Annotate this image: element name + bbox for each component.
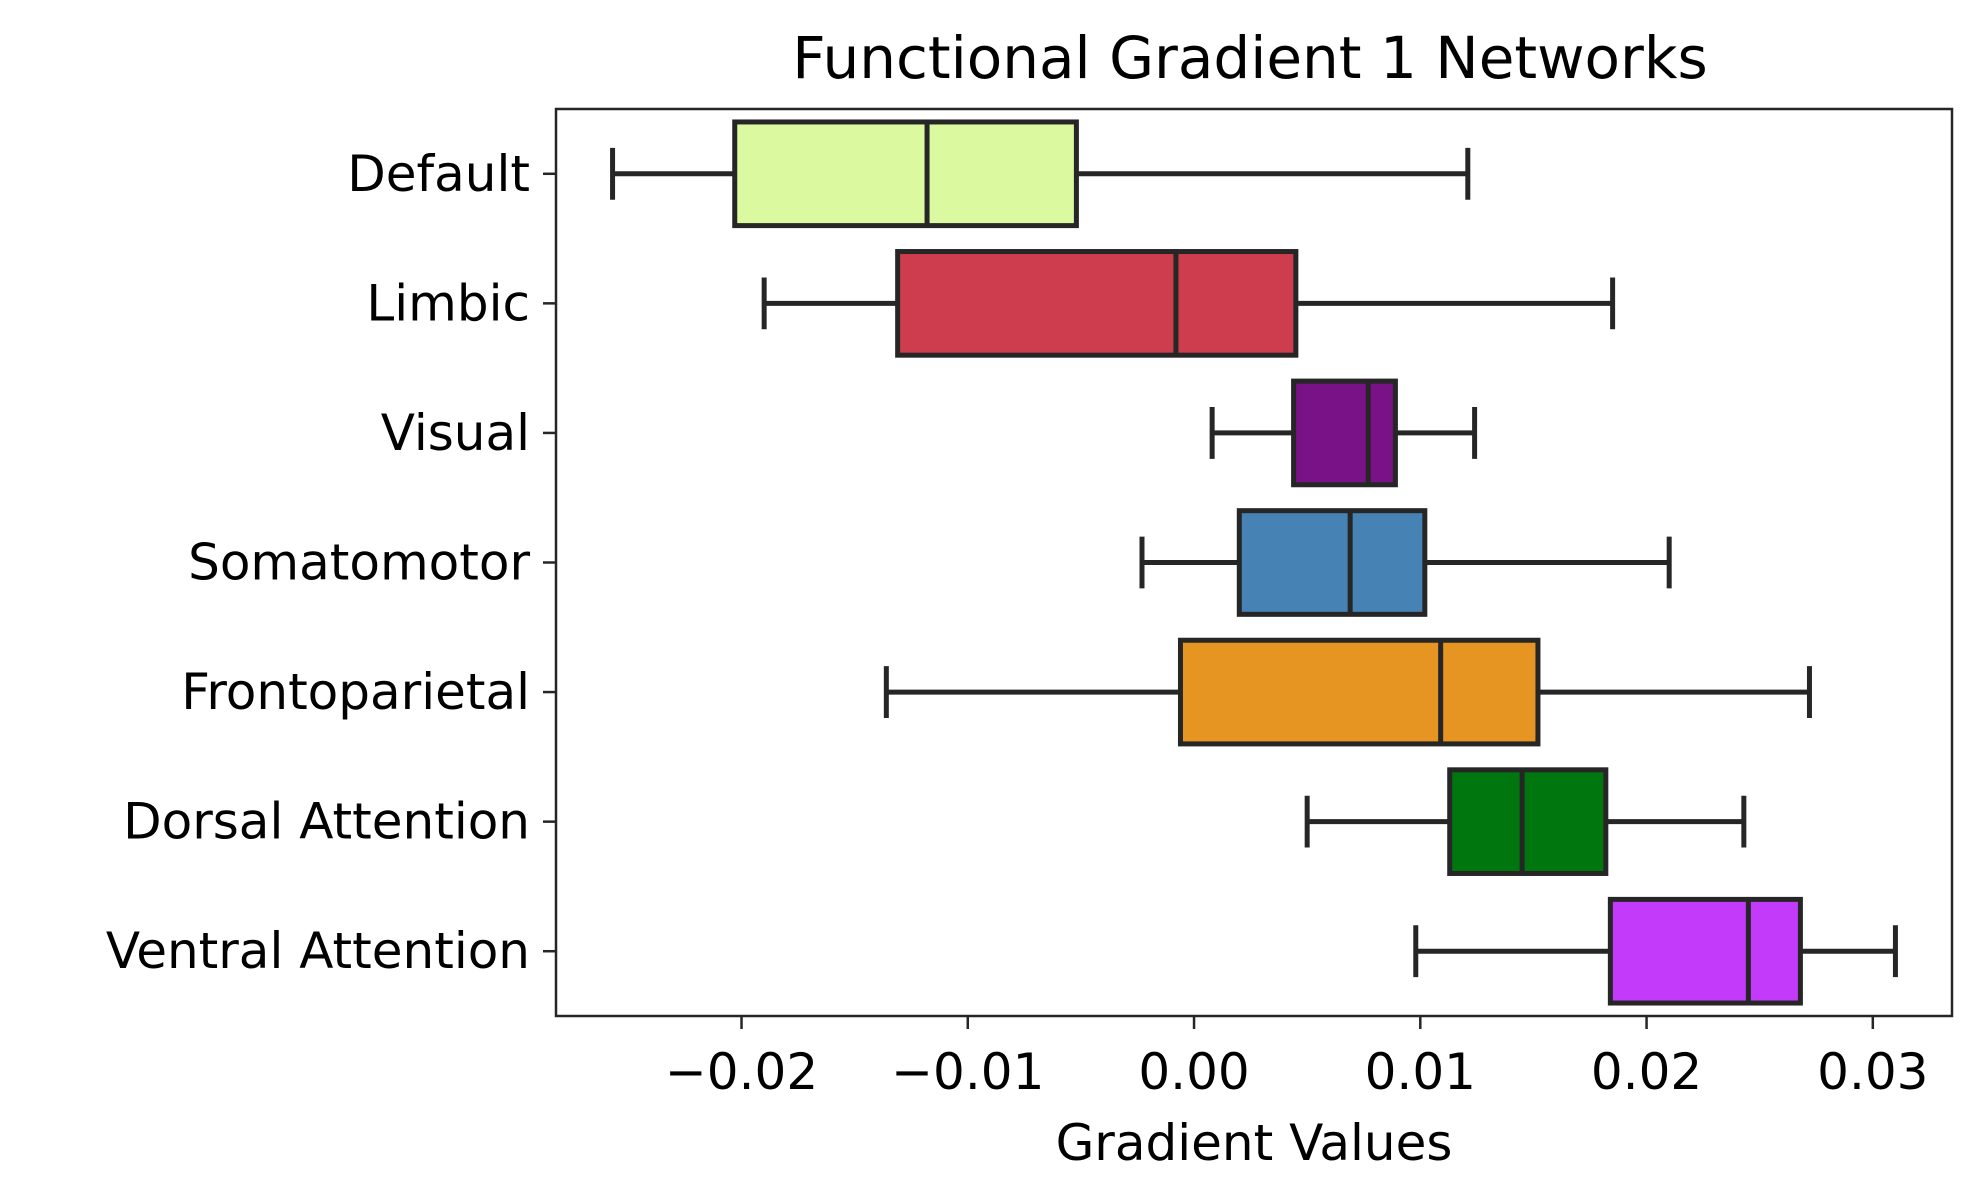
box-group-2 — [1209, 378, 1478, 488]
box-group-5 — [1304, 767, 1747, 876]
box-3 — [1236, 508, 1428, 617]
x-axis-label: Gradient Values — [1056, 1114, 1453, 1172]
chart-title: Functional Gradient 1 Networks — [792, 24, 1707, 92]
x-tick-label-4: 0.02 — [1591, 1043, 1702, 1101]
box-group-3 — [1139, 508, 1672, 617]
box-4 — [1177, 637, 1541, 747]
x-axis: −0.02 −0.01 0.00 0.01 0.02 0.03 — [665, 1016, 1928, 1101]
box-1 — [895, 249, 1299, 358]
box-group-4 — [883, 637, 1812, 747]
x-tick-label-5: 0.03 — [1817, 1043, 1928, 1101]
box-6 — [1607, 896, 1803, 1006]
box-5 — [1447, 767, 1609, 876]
y-tick-label-5: Dorsal Attention — [123, 793, 530, 851]
y-tick-label-1: Limbic — [366, 274, 530, 332]
y-tick-label-6: Ventral Attention — [106, 922, 530, 980]
box-0 — [732, 119, 1079, 229]
box-group-1 — [761, 249, 1616, 358]
box-group-6 — [1413, 896, 1898, 1006]
box-2 — [1291, 378, 1398, 488]
x-tick-label-0: −0.02 — [665, 1043, 818, 1101]
y-tick-label-2: Visual — [381, 404, 530, 462]
y-axis: Default Limbic Visual Somatomotor Frontopari… — [106, 145, 556, 980]
y-tick-label-3: Somatomotor — [188, 534, 530, 592]
box-group-0 — [610, 119, 1471, 229]
x-tick-label-3: 0.01 — [1365, 1043, 1476, 1101]
x-tick-label-1: −0.01 — [891, 1043, 1044, 1101]
y-tick-label-4: Frontoparietal — [181, 663, 530, 721]
y-tick-label-0: Default — [347, 145, 530, 203]
plot-area — [610, 119, 1898, 1006]
x-tick-label-2: 0.00 — [1138, 1043, 1249, 1101]
